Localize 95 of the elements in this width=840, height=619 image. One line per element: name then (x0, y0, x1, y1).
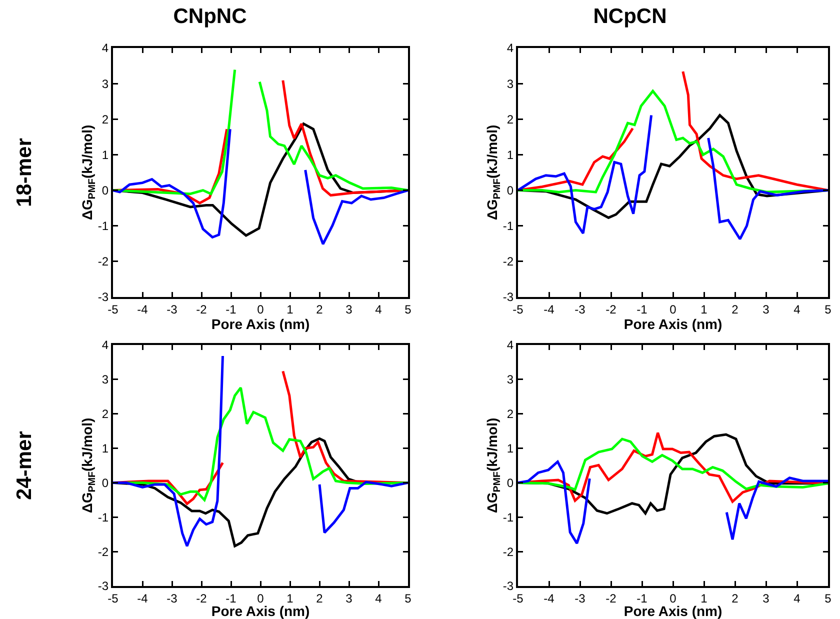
x-axis-title: Pore Axis (nm) (211, 316, 310, 332)
x-tick-label: 3 (762, 302, 770, 316)
line-series (707, 136, 828, 240)
line-series (518, 114, 653, 235)
x-tick-label: 2 (732, 591, 739, 606)
x-tick-label: -2 (196, 302, 208, 316)
x-tick-label: -2 (196, 591, 208, 606)
y-tick-label: -3 (502, 579, 514, 594)
x-tick-label: 2 (732, 302, 739, 316)
x-tick-label: 4 (794, 591, 801, 606)
y-tick-label: -2 (502, 544, 514, 559)
y-tick-label: -3 (98, 579, 109, 594)
line-series (725, 476, 828, 541)
x-tick-label: -2 (606, 302, 617, 316)
line-series (304, 168, 408, 246)
y-tick-label: 0 (506, 183, 514, 198)
y-tick-label: 3 (102, 372, 109, 387)
x-tick-label: -1 (226, 302, 237, 316)
x-tick-label: -3 (574, 591, 586, 606)
y-tick-label: -3 (98, 290, 109, 304)
x-axis-title: Pore Axis (nm) (624, 603, 722, 619)
x-tick-label: 1 (286, 591, 294, 606)
y-tick-label: 3 (506, 76, 514, 91)
x-tick-label: 5 (824, 591, 832, 606)
x-tick-label: -3 (166, 591, 178, 606)
x-tick-label: 1 (700, 591, 708, 606)
y-tick-label: -1 (98, 219, 109, 234)
y-tick-label: -1 (502, 510, 514, 524)
y-tick-label: -1 (98, 510, 109, 524)
x-tick-label: -1 (226, 591, 237, 606)
x-tick-label: -4 (137, 302, 148, 316)
y-tick-label: -1 (502, 219, 514, 234)
y-tick-label: 0 (102, 183, 109, 198)
x-tick-label: 2 (316, 591, 324, 606)
y-tick-label: 1 (102, 148, 109, 162)
line-series (113, 128, 232, 238)
x-tick-label: 3 (346, 591, 353, 606)
x-tick-label: -1 (636, 302, 648, 316)
x-tick-label: -5 (108, 591, 119, 606)
y-tick-label: 2 (506, 112, 514, 126)
x-tick-label: -1 (636, 591, 648, 606)
y-tick-label: 2 (102, 112, 109, 126)
y-tick-label: 4 (102, 41, 109, 56)
y-tick-label: 0 (102, 476, 109, 490)
line-series (258, 80, 408, 192)
text: 24-mer (13, 431, 36, 500)
x-tick-label: 2 (316, 302, 324, 316)
x-tick-label: 1 (700, 302, 708, 316)
x-axis-title: Pore Axis (nm) (624, 316, 722, 332)
x-tick-label: -3 (166, 302, 178, 316)
x-tick-label: 0 (257, 302, 264, 316)
x-tick-label: 3 (346, 302, 353, 316)
text: 18-mer (13, 138, 36, 207)
line-series (682, 70, 828, 192)
line-series (113, 354, 224, 548)
chart-title: CNpNC (173, 5, 247, 28)
y-tick-label: -2 (502, 254, 514, 269)
y-tick-label: 2 (506, 407, 514, 422)
x-tick-label: -5 (108, 302, 119, 316)
y-tick-label: 0 (506, 476, 514, 490)
y-tick-label: 4 (102, 338, 109, 352)
y-tick-label: 1 (102, 441, 109, 456)
x-tick-label: 4 (794, 302, 801, 316)
x-tick-label: 4 (375, 591, 382, 606)
line-series (113, 68, 236, 196)
x-tick-label: -5 (512, 302, 524, 316)
y-tick-label: 3 (506, 372, 514, 387)
x-tick-label: -3 (574, 302, 586, 316)
x-tick-label: 1 (286, 302, 294, 316)
x-tick-label: 0 (670, 591, 677, 606)
x-tick-label: 0 (257, 591, 264, 606)
x-tick-label: -5 (512, 591, 524, 606)
y-tick-label: 2 (102, 407, 109, 422)
x-tick-label: 5 (404, 591, 412, 606)
x-tick-label: -4 (544, 302, 555, 316)
y-tick-label: 4 (506, 338, 514, 352)
y-tick-label: 1 (506, 441, 514, 456)
y-tick-label: -2 (98, 254, 109, 269)
x-tick-label: 0 (670, 302, 677, 316)
y-tick-label: -3 (502, 290, 514, 304)
x-tick-label: -4 (137, 591, 148, 606)
x-tick-label: -4 (544, 591, 555, 606)
y-tick-label: -2 (98, 544, 109, 559)
line-series (518, 460, 591, 545)
x-tick-label: 4 (375, 302, 382, 316)
line-series (318, 480, 408, 534)
x-tick-label: 3 (762, 591, 770, 606)
x-tick-label: 5 (824, 302, 832, 316)
y-tick-label: 1 (506, 148, 514, 162)
chart-title: NCpCN (593, 5, 667, 28)
x-axis-title: Pore Axis (nm) (211, 603, 310, 619)
y-tick-label: 4 (506, 41, 514, 56)
y-tick-label: 3 (102, 76, 109, 91)
x-tick-label: 5 (404, 302, 412, 316)
x-tick-label: -2 (606, 591, 617, 606)
